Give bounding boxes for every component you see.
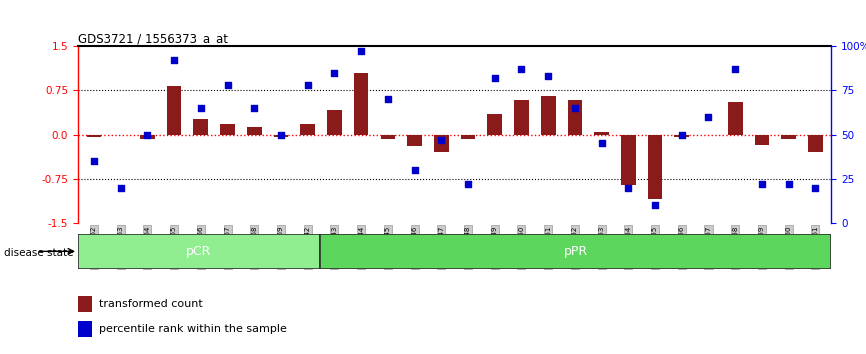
Point [755, 181, 769, 187]
Bar [78, 234, 320, 269]
Bar [87, 135, 101, 137]
Point [701, 114, 715, 120]
Bar [514, 100, 529, 135]
Bar [808, 135, 823, 152]
Bar [621, 135, 636, 185]
Text: GDS3721 / 1556373_a_at: GDS3721 / 1556373_a_at [78, 32, 228, 45]
Point [327, 70, 341, 75]
Bar [380, 135, 395, 139]
Bar [754, 135, 769, 145]
Bar [540, 96, 555, 135]
Bar [461, 135, 475, 139]
Point [354, 48, 368, 54]
Text: disease state: disease state [4, 248, 74, 258]
Point [728, 66, 742, 72]
Point [87, 158, 101, 164]
Point [675, 132, 688, 137]
Bar [140, 135, 155, 139]
Point [381, 96, 395, 102]
Point [248, 105, 262, 111]
Bar [78, 296, 92, 312]
Bar [594, 132, 609, 135]
Text: transformed count: transformed count [99, 298, 203, 309]
Text: percentile rank within the sample: percentile rank within the sample [99, 324, 287, 334]
Bar [781, 135, 796, 139]
Bar [434, 135, 449, 152]
Bar [354, 73, 369, 135]
Point [514, 66, 528, 72]
Bar [648, 135, 662, 199]
Bar [220, 124, 235, 135]
Point [622, 185, 636, 190]
Point [541, 73, 555, 79]
Point [167, 57, 181, 63]
Bar [488, 114, 502, 135]
Point [648, 202, 662, 208]
Bar [247, 127, 262, 135]
Bar [274, 135, 288, 137]
Point [461, 181, 475, 187]
Point [595, 141, 609, 146]
Bar [193, 119, 208, 135]
Point [408, 167, 422, 173]
Point [301, 82, 314, 88]
Bar [327, 110, 342, 135]
Point [488, 75, 501, 81]
Bar [167, 86, 182, 135]
Point [782, 181, 796, 187]
Point [568, 105, 582, 111]
Bar [78, 321, 92, 337]
Point [274, 132, 288, 137]
Bar [407, 135, 422, 146]
Bar [567, 100, 582, 135]
Bar [727, 102, 742, 135]
Point [140, 132, 154, 137]
Text: pPR: pPR [564, 245, 588, 258]
Point [435, 137, 449, 143]
Point [194, 105, 208, 111]
Text: pCR: pCR [186, 245, 211, 258]
Bar [675, 135, 689, 137]
Point [113, 185, 127, 190]
Point [221, 82, 235, 88]
Bar [320, 234, 831, 269]
Bar [301, 124, 315, 135]
Point [808, 185, 822, 190]
